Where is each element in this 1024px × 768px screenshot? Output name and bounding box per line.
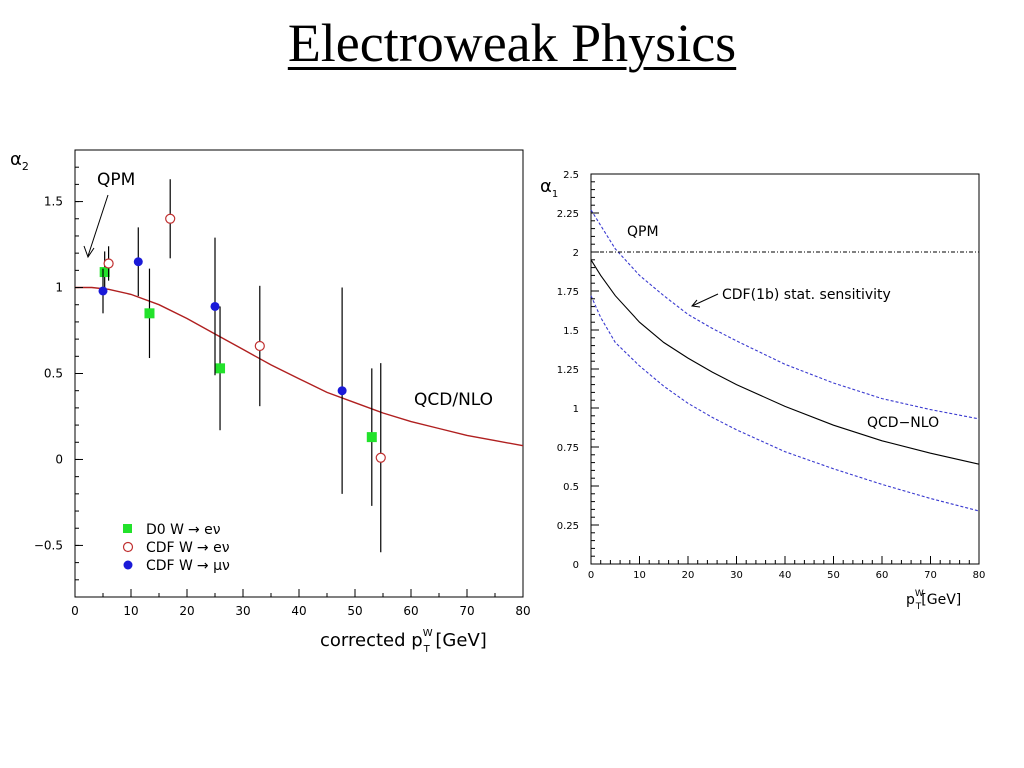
- y-tick-label: 2.5: [563, 170, 579, 181]
- alpha2-qpm-label: QPM: [97, 170, 135, 190]
- x-tick-label: 60: [876, 570, 889, 581]
- d0-point: [99, 267, 110, 278]
- alpha2-qpm-arrow: [83, 194, 109, 259]
- sensitivity-upper-curve: [590, 209, 980, 420]
- y-tick-label: 2: [573, 248, 579, 259]
- y-tick-label: 0: [573, 560, 579, 571]
- alpha2-x-axis-label: corrected pW T [GeV]: [320, 628, 487, 655]
- cdf-e-point: [165, 213, 176, 224]
- cdf-mu-point: [98, 286, 108, 296]
- y-tick-label: 1: [55, 281, 63, 295]
- alpha1-qcd-nlo-label: QCD−NLO: [867, 415, 939, 431]
- cdf-e-point: [375, 452, 386, 463]
- sensitivity-lower-curve: [590, 295, 980, 512]
- x-tick-label: 30: [730, 570, 743, 581]
- alpha2-y-axis-label: α2: [10, 149, 29, 173]
- x-tick-label: 80: [515, 604, 530, 618]
- y-tick-label: 0: [55, 452, 63, 466]
- cdf-e-point: [103, 258, 114, 269]
- alpha1-x-axis-label: pW T[GeV]: [906, 589, 961, 612]
- x-tick-label: 70: [459, 604, 474, 618]
- cdf-e-point: [254, 340, 265, 352]
- x-tick-label: 70: [924, 570, 937, 581]
- alpha1-sensitivity-label: CDF(1b) stat. sensitivity: [722, 287, 891, 303]
- y-tick-label: 1.75: [557, 287, 579, 298]
- qcd-nlo-central-curve: [590, 259, 980, 465]
- legend-d0-marker: [123, 524, 132, 533]
- y-tick-label: 2.25: [557, 209, 579, 220]
- qcd-nlo-curve: [75, 286, 524, 447]
- cdf-mu-point: [337, 386, 347, 396]
- x-tick-label: 0: [588, 570, 594, 581]
- legend-cdf-e-marker: [122, 541, 134, 553]
- x-tick-label: 20: [682, 570, 695, 581]
- x-tick-label: 40: [291, 604, 306, 618]
- legend-cdf-mu-marker: [123, 560, 133, 570]
- x-tick-label: 10: [123, 604, 138, 618]
- alpha1-y-axis-label: α1: [540, 176, 558, 200]
- x-tick-label: 20: [179, 604, 194, 618]
- y-tick-label: 0.75: [557, 443, 579, 454]
- x-tick-label: 40: [779, 570, 792, 581]
- alpha2-legend: D0 W → eν CDF W → eν CDF W → μν: [122, 522, 230, 574]
- legend-cdf-e-label: CDF W → eν: [146, 540, 230, 556]
- legend-cdf-mu-label: CDF W → μν: [146, 558, 230, 574]
- d0-point: [366, 432, 377, 443]
- cdf-mu-point: [133, 257, 143, 267]
- y-tick-label: 1.5: [44, 195, 63, 209]
- y-tick-label: 1: [573, 404, 579, 415]
- d0-point: [144, 308, 155, 319]
- x-tick-label: 60: [403, 604, 418, 618]
- d0-point: [215, 363, 226, 374]
- alpha2-qcd-nlo-label: QCD/NLO: [414, 390, 493, 410]
- x-tick-label: 30: [235, 604, 250, 618]
- alpha1-sensitivity-arrow: [691, 293, 719, 308]
- slide-title: Electroweak Physics: [287, 13, 737, 73]
- x-tick-label: 50: [347, 604, 362, 618]
- y-tick-label: 0.25: [557, 521, 579, 532]
- cdf-mu-point: [210, 301, 220, 311]
- x-tick-label: 80: [973, 570, 986, 581]
- x-tick-label: 0: [71, 604, 79, 618]
- y-tick-label: 0.5: [563, 482, 579, 493]
- y-tick-label: 0.5: [44, 367, 63, 381]
- x-tick-label: 50: [827, 570, 840, 581]
- y-tick-label: 1.5: [563, 326, 579, 337]
- legend-d0-label: D0 W → eν: [146, 522, 221, 538]
- x-tick-label: 10: [633, 570, 646, 581]
- y-tick-label: −0.5: [34, 538, 63, 552]
- alpha1-qpm-label: QPM: [627, 224, 659, 240]
- y-tick-label: 1.25: [557, 365, 579, 376]
